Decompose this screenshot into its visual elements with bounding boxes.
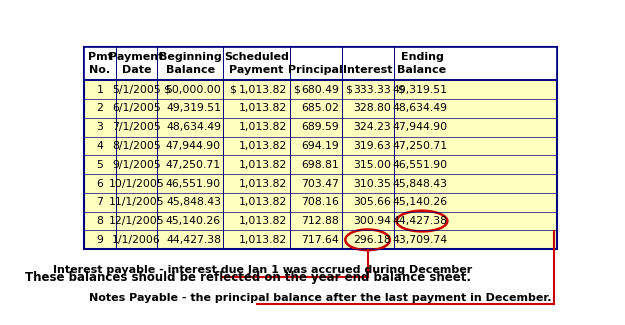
Text: Ending: Ending xyxy=(401,52,443,62)
Text: 49,319.51: 49,319.51 xyxy=(166,103,221,113)
Text: 45,848.43: 45,848.43 xyxy=(166,197,221,207)
Text: These balances should be reflected on the year end balance sheet.: These balances should be reflected on th… xyxy=(24,271,471,284)
Text: 2: 2 xyxy=(97,103,104,113)
Text: 1,013.82: 1,013.82 xyxy=(239,141,287,151)
Bar xyxy=(84,46,557,80)
Text: 48,634.49: 48,634.49 xyxy=(393,103,448,113)
Text: 1,013.82: 1,013.82 xyxy=(239,122,287,132)
Text: Notes Payable - the principal balance after the last payment in December.: Notes Payable - the principal balance af… xyxy=(89,293,552,303)
Text: 45,848.43: 45,848.43 xyxy=(393,178,448,188)
Text: 703.47: 703.47 xyxy=(301,178,339,188)
Text: Interest payable - interest due Jan 1 was accrued during December: Interest payable - interest due Jan 1 wa… xyxy=(52,266,472,276)
Text: 12/1/2005: 12/1/2005 xyxy=(109,216,164,226)
Text: 300.94: 300.94 xyxy=(353,216,391,226)
Text: 1,013.82: 1,013.82 xyxy=(239,197,287,207)
Text: Pmt: Pmt xyxy=(88,52,112,62)
Text: 680.49: 680.49 xyxy=(301,85,339,95)
Text: 1: 1 xyxy=(97,85,104,95)
Text: 328.80: 328.80 xyxy=(353,103,391,113)
Text: 10/1/2005: 10/1/2005 xyxy=(109,178,164,188)
Text: No.: No. xyxy=(89,65,111,75)
Text: 4: 4 xyxy=(97,141,104,151)
Text: 296.18: 296.18 xyxy=(353,235,391,245)
Text: 50,000.00: 50,000.00 xyxy=(165,85,221,95)
Text: 49,319.51: 49,319.51 xyxy=(393,85,448,95)
Text: 1,013.82: 1,013.82 xyxy=(239,85,287,95)
Text: 1/1/2006: 1/1/2006 xyxy=(112,235,161,245)
Text: 44,427.38: 44,427.38 xyxy=(166,235,221,245)
Text: Scheduled: Scheduled xyxy=(224,52,289,62)
Text: 5/1/2005: 5/1/2005 xyxy=(112,85,161,95)
Text: 46,551.90: 46,551.90 xyxy=(392,160,448,170)
Text: 8/1/2005: 8/1/2005 xyxy=(112,141,161,151)
Text: 8: 8 xyxy=(97,216,104,226)
Text: 1,013.82: 1,013.82 xyxy=(239,216,287,226)
Text: $: $ xyxy=(229,85,236,95)
Text: 305.66: 305.66 xyxy=(353,197,391,207)
Text: 6: 6 xyxy=(97,178,104,188)
Text: 3: 3 xyxy=(97,122,104,132)
Text: 685.02: 685.02 xyxy=(301,103,339,113)
Text: 333.33: 333.33 xyxy=(353,85,391,95)
Text: 44,427.38: 44,427.38 xyxy=(393,216,448,226)
Text: 9: 9 xyxy=(97,235,104,245)
Text: 319.63: 319.63 xyxy=(353,141,391,151)
Text: 689.59: 689.59 xyxy=(301,122,339,132)
Text: Payment: Payment xyxy=(229,65,284,75)
Text: $: $ xyxy=(398,85,404,95)
Text: 48,634.49: 48,634.49 xyxy=(166,122,221,132)
Text: Principal: Principal xyxy=(288,65,343,75)
Text: 45,140.26: 45,140.26 xyxy=(166,216,221,226)
Text: Interest: Interest xyxy=(343,65,392,75)
Text: 7/1/2005: 7/1/2005 xyxy=(112,122,161,132)
Text: 712.88: 712.88 xyxy=(301,216,339,226)
Text: 43,709.74: 43,709.74 xyxy=(392,235,448,245)
Text: 310.35: 310.35 xyxy=(353,178,391,188)
Text: 1,013.82: 1,013.82 xyxy=(239,160,287,170)
Text: 47,944.90: 47,944.90 xyxy=(392,122,448,132)
Text: Beginning: Beginning xyxy=(159,52,222,62)
Text: 324.23: 324.23 xyxy=(353,122,391,132)
Text: 708.16: 708.16 xyxy=(301,197,339,207)
Text: Date: Date xyxy=(122,65,151,75)
Text: 6/1/2005: 6/1/2005 xyxy=(112,103,161,113)
Text: 11/1/2005: 11/1/2005 xyxy=(109,197,164,207)
Text: 717.64: 717.64 xyxy=(301,235,339,245)
Text: Balance: Balance xyxy=(398,65,446,75)
Text: Balance: Balance xyxy=(166,65,215,75)
Text: 7: 7 xyxy=(97,197,104,207)
Text: 1,013.82: 1,013.82 xyxy=(239,103,287,113)
Text: $: $ xyxy=(346,85,352,95)
Text: 47,250.71: 47,250.71 xyxy=(166,160,221,170)
Text: 694.19: 694.19 xyxy=(301,141,339,151)
Text: $: $ xyxy=(294,85,301,95)
Text: 9/1/2005: 9/1/2005 xyxy=(112,160,161,170)
Text: Payment: Payment xyxy=(109,52,164,62)
Text: 45,140.26: 45,140.26 xyxy=(392,197,448,207)
Text: 1,013.82: 1,013.82 xyxy=(239,235,287,245)
Text: 47,250.71: 47,250.71 xyxy=(392,141,448,151)
Text: 1,013.82: 1,013.82 xyxy=(239,178,287,188)
Text: 698.81: 698.81 xyxy=(301,160,339,170)
Text: 46,551.90: 46,551.90 xyxy=(166,178,221,188)
Text: $: $ xyxy=(163,85,170,95)
Text: 5: 5 xyxy=(97,160,104,170)
Text: 47,944.90: 47,944.90 xyxy=(166,141,221,151)
Bar xyxy=(84,46,557,249)
Text: 315.00: 315.00 xyxy=(353,160,391,170)
